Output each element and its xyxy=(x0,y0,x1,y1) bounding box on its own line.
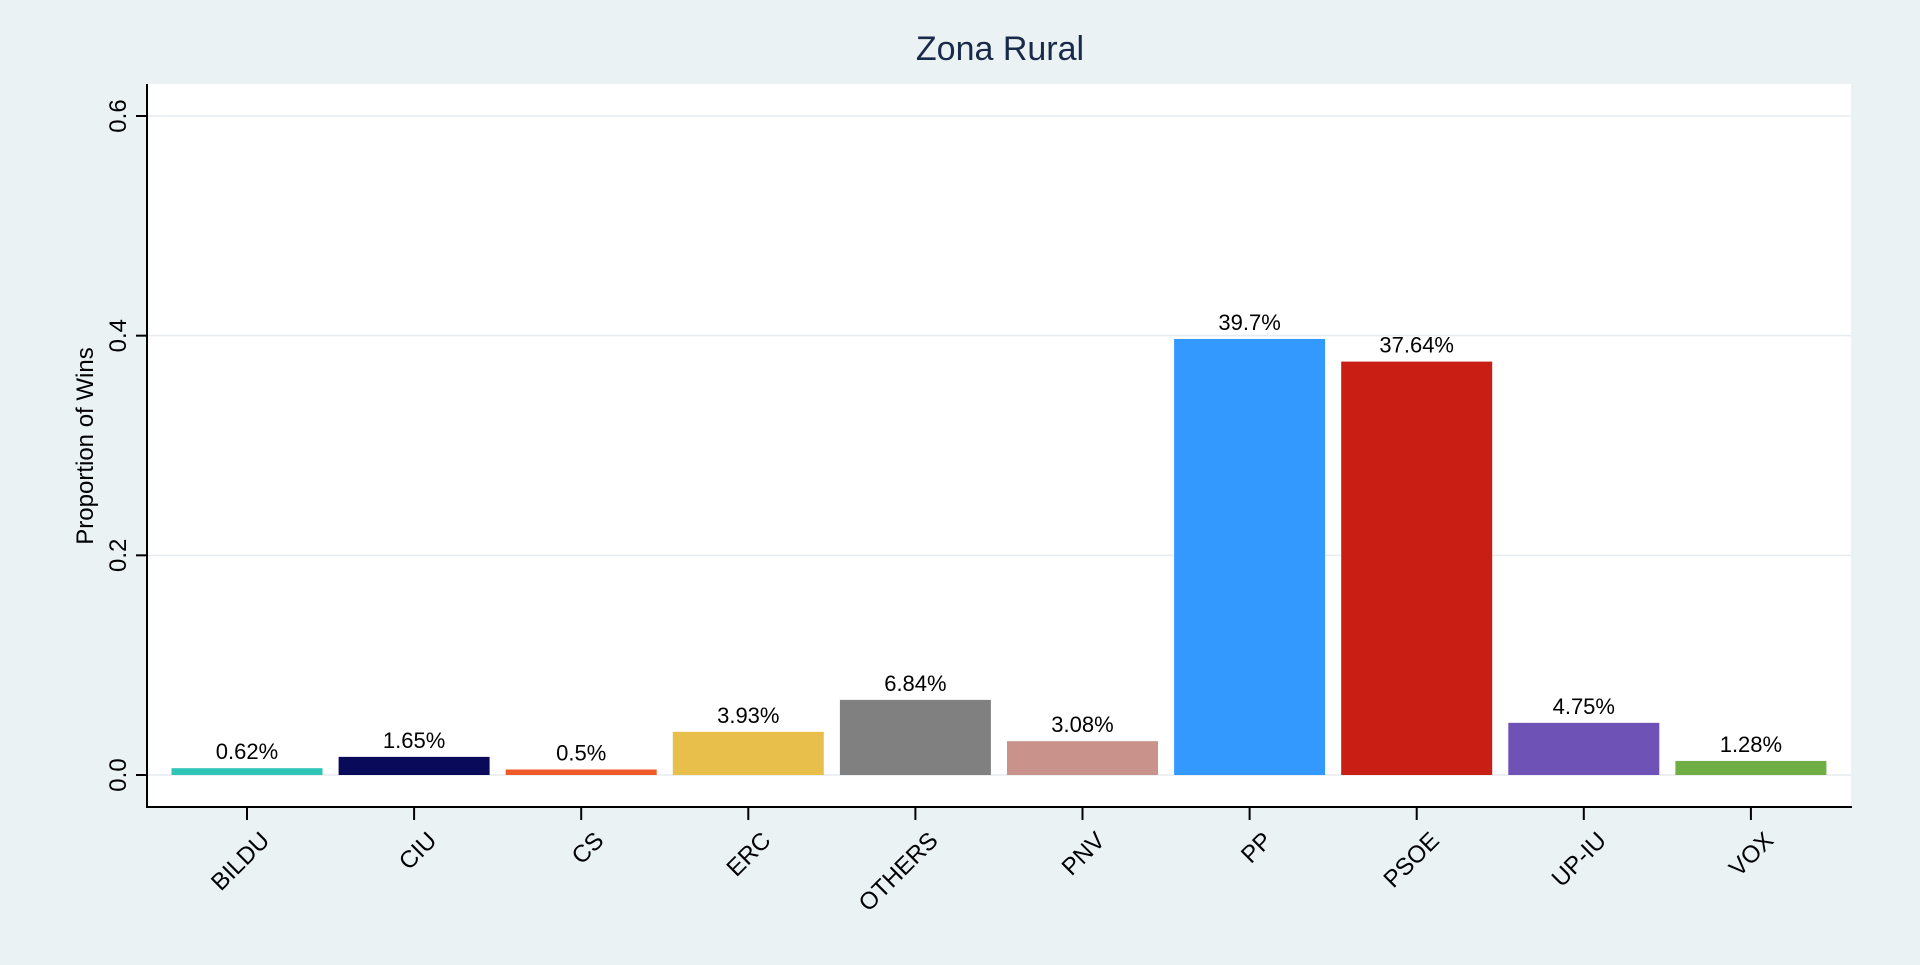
data-label: 37.64% xyxy=(1379,333,1454,358)
y-tick-label: 0.0 xyxy=(105,758,132,791)
y-tick-label: 0.2 xyxy=(105,539,132,572)
y-tick-label: 0.4 xyxy=(105,319,132,352)
data-label: 3.08% xyxy=(1051,712,1113,737)
data-label: 3.93% xyxy=(717,703,779,728)
bar-bildu xyxy=(171,768,323,775)
plot-area xyxy=(147,84,1851,807)
bar-ciu xyxy=(338,756,490,775)
data-label: 1.65% xyxy=(383,728,445,753)
data-label: 0.62% xyxy=(216,739,278,764)
y-axis-label: Proportion of Wins xyxy=(72,347,99,544)
bar-psoe xyxy=(1341,361,1493,775)
bars xyxy=(171,338,1827,775)
data-label: 6.84% xyxy=(884,671,946,696)
data-label: 39.7% xyxy=(1218,310,1280,335)
chart-title: Zona Rural xyxy=(916,30,1084,68)
bar-others xyxy=(839,699,991,775)
data-label: 1.28% xyxy=(1720,732,1782,757)
bar-up-iu xyxy=(1508,722,1660,775)
bar-pnv xyxy=(1007,741,1158,775)
data-label: 0.5% xyxy=(556,741,606,766)
y-ticks: 0.0 0.2 0.4 0.6 xyxy=(105,99,147,792)
bar-cs xyxy=(505,769,657,775)
bar-erc xyxy=(672,731,824,775)
bar-vox xyxy=(1675,760,1827,775)
y-tick-label: 0.6 xyxy=(105,99,132,132)
data-labels: 0.62% 1.65% 0.5% 3.93% 6.84% 3.08% 39.7% 37.64%… xyxy=(216,310,1782,766)
bar-pp xyxy=(1174,338,1326,775)
data-label: 4.75% xyxy=(1553,694,1615,719)
